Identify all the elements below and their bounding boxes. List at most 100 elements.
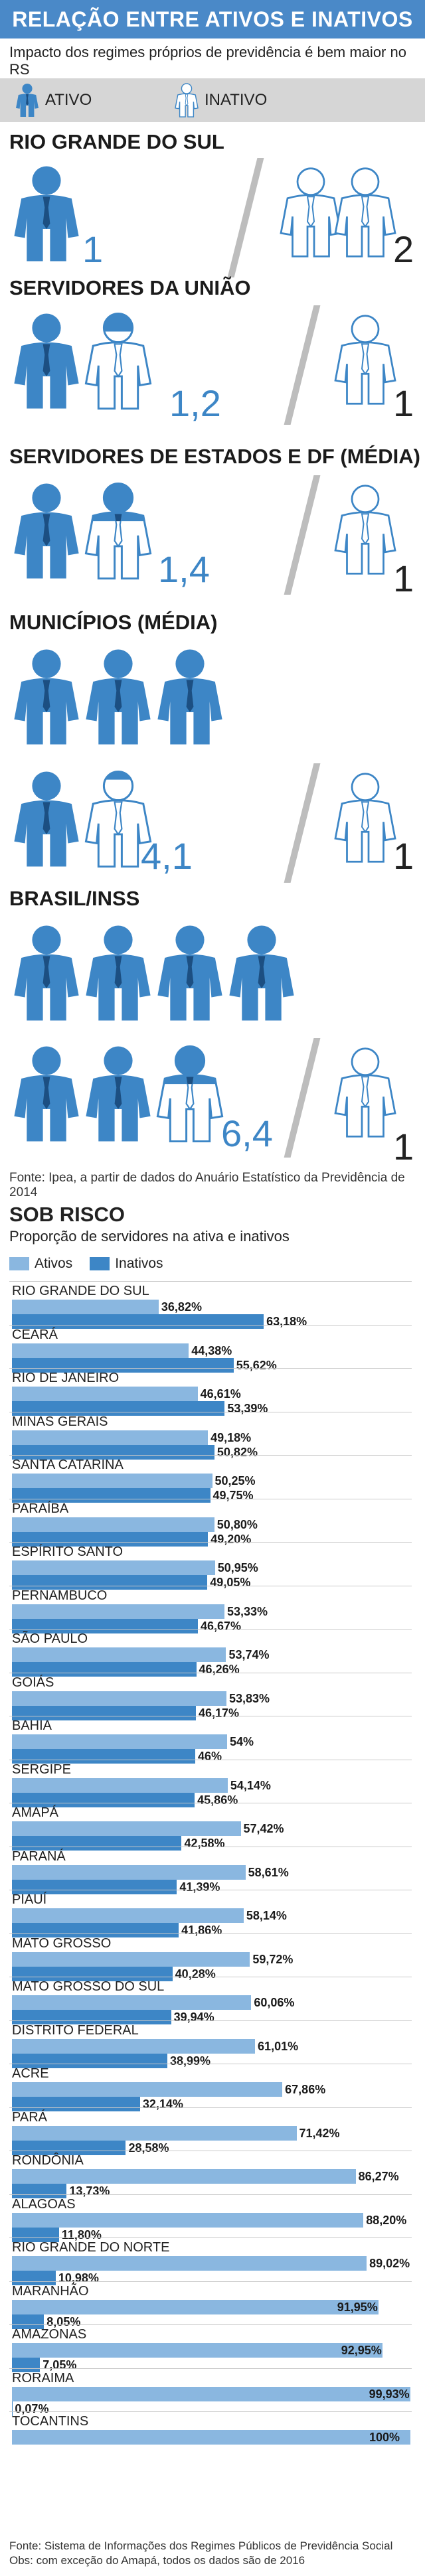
category-label-mato-grosso: MATO GROSSO xyxy=(12,1935,112,1951)
bar-inativos-acre xyxy=(12,2097,140,2111)
person-filled-icon xyxy=(156,1045,224,1143)
category-label-tocantins: TOCANTINS xyxy=(12,2414,89,2429)
person-filled-icon xyxy=(84,482,152,580)
bar-ativos-roraima xyxy=(12,2386,410,2401)
bar-inativos-rio-grande-do-sul xyxy=(12,1314,264,1329)
category-label-piaui: PIAUÍ xyxy=(12,1892,47,1907)
value-label-ativos-distrito-federal: 61,01% xyxy=(258,2039,299,2053)
ratio-inactive-municipios-media: 1 xyxy=(393,835,414,877)
bar-ativos-rio-de-janeiro xyxy=(12,1387,198,1401)
category-label-paraiba: PARAÍBA xyxy=(12,1501,69,1516)
person-outline-icon xyxy=(280,167,342,258)
value-label-inativos-minas-gerais: 50,82% xyxy=(216,1445,258,1459)
bar-inativos-para xyxy=(12,2140,126,2155)
row-separator xyxy=(9,1324,412,1326)
bar-ativos-distrito-federal xyxy=(12,2038,256,2054)
legend-label-inativos: Inativos xyxy=(115,1256,163,1271)
value-label-ativos-ceara: 44,38% xyxy=(191,1343,232,1357)
ratio-active-servidores-da-uniao: 1,2 xyxy=(169,382,221,424)
person-filled-icon xyxy=(14,925,79,1021)
value-label-ativos-espirito-santo: 50,95% xyxy=(217,1561,258,1574)
row-separator xyxy=(9,1542,412,1543)
legend-swatch-inativos xyxy=(90,1257,110,1270)
page-title: RELAÇÃO ENTRE ATIVOS E INATIVOS xyxy=(0,0,425,38)
ratio-inactive-brasil-inss: 1 xyxy=(393,1126,414,1168)
section-title-rio-grande-do-sul: RIO GRANDE DO SUL xyxy=(9,130,224,153)
section-title-servidores-de-estados-e-df-media: SERVIDORES DE ESTADOS E DF (MÉDIA) xyxy=(9,445,420,468)
value-label-ativos-alagoas: 88,20% xyxy=(366,2213,407,2227)
bar-inativos-amazonas xyxy=(12,2358,41,2372)
person-outline-icon xyxy=(334,485,396,575)
bar-ativos-rondonia xyxy=(12,2169,356,2184)
legend-inactive-label: INATIVO xyxy=(205,91,268,109)
bar-inativos-ceara xyxy=(12,1357,234,1373)
value-label-ativos-tocantins: 100% xyxy=(369,2431,400,2444)
value-label-inativos-parana: 41,39% xyxy=(179,1880,220,1894)
bar-inativos-santa-catarina xyxy=(12,1488,211,1503)
person-filled-icon xyxy=(84,770,152,868)
person-outline-icon xyxy=(334,1047,396,1138)
divider-municipios-media xyxy=(284,763,321,883)
value-label-inativos-ceara: 55,62% xyxy=(236,1358,277,1372)
bar-inativos-rio-de-janeiro xyxy=(12,1401,225,1416)
value-label-inativos-goias: 46,17% xyxy=(199,1706,240,1720)
person-filled-icon xyxy=(84,312,152,410)
bar-ativos-minas-gerais xyxy=(12,1430,209,1445)
bar-ativos-goias xyxy=(12,1691,226,1706)
value-label-ativos-parana: 58,61% xyxy=(248,1865,289,1879)
bar-ativos-maranhao xyxy=(12,2299,379,2314)
divider-servidores-da-uniao xyxy=(284,305,321,425)
bar-inativos-paraiba xyxy=(12,1531,209,1547)
legend-label-ativos: Ativos xyxy=(35,1256,73,1271)
bar-ativos-para xyxy=(12,2125,297,2141)
category-label-distrito-federal: DISTRITO FEDERAL xyxy=(12,2022,139,2038)
category-label-rondonia: RONDÔNIA xyxy=(12,2153,84,2168)
divider-brasil-inss xyxy=(284,1038,321,1158)
person-filled-icon xyxy=(14,649,79,745)
bar-inativos-espirito-santo xyxy=(12,1575,208,1590)
value-label-ativos-acre: 67,86% xyxy=(285,2083,326,2096)
value-label-ativos-goias: 53,83% xyxy=(228,1691,270,1705)
category-label-para: PARÁ xyxy=(12,2109,47,2125)
row-separator xyxy=(9,2368,412,2369)
category-label-santa-catarina: SANTA CATARINA xyxy=(12,1458,124,1472)
value-label-ativos-mato-grosso: 59,72% xyxy=(252,1952,294,1966)
value-label-inativos-santa-catarina: 49,75% xyxy=(212,1489,254,1502)
person-filled-icon xyxy=(15,83,39,117)
value-label-ativos-roraima: 99,93% xyxy=(369,2387,410,2401)
value-label-ativos-rio-grande-do-sul: 36,82% xyxy=(161,1300,202,1314)
bar-ativos-tocantins xyxy=(12,2430,410,2445)
value-label-ativos-sergipe: 54,14% xyxy=(230,1778,271,1792)
category-label-parana: PARANÁ xyxy=(12,1849,66,1864)
value-label-ativos-rondonia: 86,27% xyxy=(358,2170,399,2183)
category-label-roraima: RORAIMA xyxy=(12,2370,74,2386)
bar-ativos-santa-catarina xyxy=(12,1474,212,1488)
bar-ativos-ceara xyxy=(12,1343,189,1358)
footer-notes: Fonte: Sistema de Informações dos Regime… xyxy=(9,2539,392,2568)
bar-ativos-pernambuco xyxy=(12,1604,224,1619)
row-separator xyxy=(9,1368,412,1369)
person-filled-icon xyxy=(229,925,294,1021)
bar-ativos-sergipe xyxy=(12,1778,228,1793)
value-label-ativos-amapa: 57,42% xyxy=(243,1822,284,1835)
value-label-inativos-sao-paulo: 46,26% xyxy=(199,1663,240,1676)
bar-inativos-rondonia xyxy=(12,2184,67,2198)
person-filled-icon xyxy=(14,166,79,262)
value-label-inativos-acre: 32,14% xyxy=(142,2097,183,2111)
value-label-ativos-piaui: 58,14% xyxy=(246,1909,287,1922)
bar-ativos-parana xyxy=(12,1864,246,1880)
value-label-ativos-minas-gerais: 49,18% xyxy=(211,1430,252,1444)
sob-risco-subtitle: Proporção de servidores na ativa e inati… xyxy=(9,1228,290,1245)
divider-servidores-de-estados-e-df-media xyxy=(284,475,321,595)
value-label-ativos-para: 71,42% xyxy=(299,2126,340,2140)
person-outline-icon xyxy=(334,315,396,405)
ratio-active-servidores-de-estados-e-df-media: 1,4 xyxy=(158,548,210,590)
person-outline-icon xyxy=(175,83,199,117)
section-title-municipios-media: MUNICÍPIOS (MÉDIA) xyxy=(9,611,218,634)
row-separator xyxy=(9,2194,412,2195)
legend-active: ATIVO xyxy=(15,82,92,118)
bar-inativos-sao-paulo xyxy=(12,1662,197,1677)
bar-inativos-goias xyxy=(12,1705,197,1720)
value-label-ativos-santa-catarina: 50,25% xyxy=(214,1474,256,1487)
bar-ativos-paraiba xyxy=(12,1517,214,1532)
